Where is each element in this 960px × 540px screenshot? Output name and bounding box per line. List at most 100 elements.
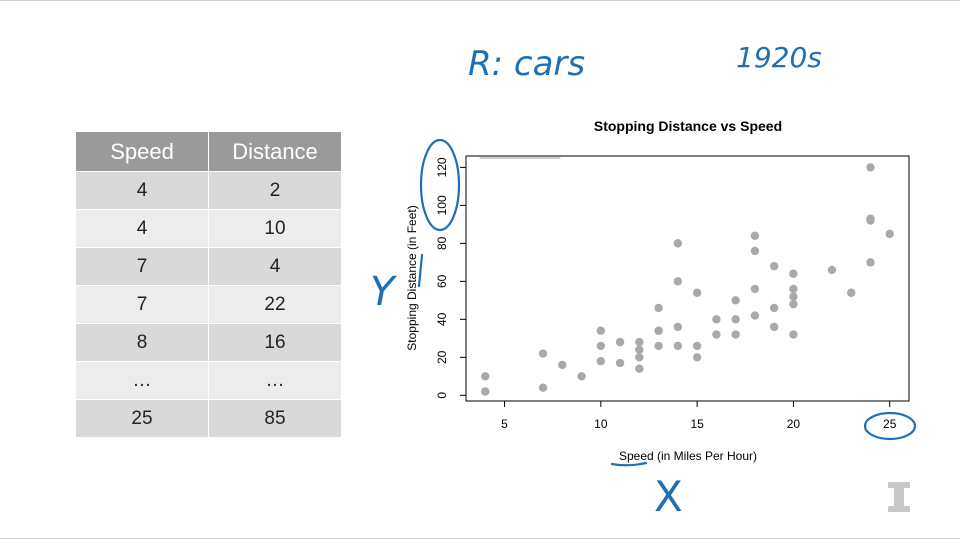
data-point xyxy=(866,214,875,223)
data-point xyxy=(750,246,760,256)
annotation-y: Y xyxy=(370,269,398,315)
data-point xyxy=(769,303,779,313)
data-point xyxy=(673,239,683,248)
annotation-x: X xyxy=(654,472,683,521)
table-row: 7 22 xyxy=(75,285,342,324)
y-ticks-circle xyxy=(419,138,461,232)
plot-area-frame xyxy=(465,155,910,402)
data-point xyxy=(577,372,586,381)
table-row: 8 16 xyxy=(75,323,342,362)
data-point xyxy=(596,356,606,366)
x-axis: 5 10 15 20 25 xyxy=(501,401,897,431)
data-point xyxy=(635,345,644,354)
data-point xyxy=(635,364,644,373)
x-tick-label: 5 xyxy=(501,417,508,431)
annotation-r-cars: R: cars xyxy=(468,44,585,84)
chart-title: Stopping Distance vs Speed xyxy=(594,118,782,134)
data-point xyxy=(673,277,683,286)
data-point xyxy=(481,372,490,381)
data-point xyxy=(712,330,721,339)
y-tick-label: 0 xyxy=(435,392,449,399)
data-point xyxy=(596,326,606,335)
data-point xyxy=(615,358,625,368)
handwritten-annotations xyxy=(417,138,917,467)
y-axis: 0 20 40 60 80 100 120 xyxy=(435,157,466,399)
cell-speed: 4 xyxy=(75,171,209,210)
top-frame-line xyxy=(0,0,960,1)
data-point xyxy=(789,292,798,301)
data-point xyxy=(654,303,663,313)
cell-speed: 8 xyxy=(75,323,209,362)
data-points xyxy=(481,163,894,396)
data-point xyxy=(750,284,760,294)
data-point xyxy=(789,284,798,294)
annotation-decade: 1920s xyxy=(736,41,822,74)
cell-distance: 16 xyxy=(208,323,342,362)
cell-distance: 85 xyxy=(208,399,342,438)
data-point xyxy=(769,322,779,332)
table-row: 4 10 xyxy=(75,209,342,248)
x-tick-25-circle xyxy=(863,411,917,441)
data-point xyxy=(692,288,702,297)
y-tick-label: 120 xyxy=(435,157,449,177)
data-point xyxy=(731,315,740,324)
data-point xyxy=(538,383,548,392)
data-point xyxy=(731,330,740,339)
cell-distance: 10 xyxy=(208,209,342,248)
cell-speed: … xyxy=(75,361,209,400)
data-point xyxy=(596,341,606,351)
data-table: Speed Distance 4 2 4 10 7 4 7 22 8 16 … … xyxy=(75,131,342,438)
x-tick-label: 25 xyxy=(883,417,897,431)
table-row: 4 2 xyxy=(75,171,342,210)
x-tick-label: 10 xyxy=(594,417,608,431)
cell-distance: 4 xyxy=(208,247,342,286)
table-row: 7 4 xyxy=(75,247,342,286)
ylabel-mark xyxy=(417,253,424,288)
data-point xyxy=(866,258,875,267)
speed-underline xyxy=(610,461,648,467)
data-point xyxy=(635,353,644,362)
data-point xyxy=(558,360,567,370)
data-point xyxy=(750,311,760,320)
data-point xyxy=(538,349,548,358)
data-point xyxy=(673,322,683,332)
x-tick-label: 15 xyxy=(690,417,704,431)
y-tick-label: 100 xyxy=(435,195,449,215)
cell-distance: 2 xyxy=(208,171,342,210)
data-point xyxy=(615,337,625,347)
y-axis-label: Stopping Distance (in Feet) xyxy=(405,205,419,350)
data-point xyxy=(654,326,663,335)
y-tick-label: 40 xyxy=(435,312,449,326)
university-logo xyxy=(888,482,910,512)
data-point xyxy=(750,231,760,240)
data-point xyxy=(847,288,856,297)
data-point xyxy=(885,229,894,239)
cell-speed: 4 xyxy=(75,209,209,248)
data-point xyxy=(827,265,837,275)
y-tick-label: 80 xyxy=(435,236,449,250)
cell-speed: 7 xyxy=(75,247,209,286)
table-row: … … xyxy=(75,361,342,400)
data-point xyxy=(769,261,779,271)
table-header-row: Speed Distance xyxy=(75,131,342,172)
data-point xyxy=(866,163,875,172)
data-point xyxy=(673,341,683,351)
table-row: 25 85 xyxy=(75,399,342,438)
data-point xyxy=(789,330,798,339)
x-axis-label: Speed (in Miles Per Hour) xyxy=(619,449,757,463)
data-point xyxy=(692,353,702,362)
data-point xyxy=(654,341,663,351)
bottom-frame-line xyxy=(0,538,960,539)
data-point xyxy=(635,337,644,347)
y-tick-label: 60 xyxy=(435,274,449,288)
data-point xyxy=(712,315,721,324)
data-point xyxy=(731,296,740,305)
header-speed: Speed xyxy=(75,131,209,172)
cell-distance: 22 xyxy=(208,285,342,324)
data-point xyxy=(789,299,798,309)
cell-distance: … xyxy=(208,361,342,400)
data-point xyxy=(481,387,490,396)
y-tick-label: 20 xyxy=(435,350,449,364)
data-point xyxy=(789,269,798,278)
